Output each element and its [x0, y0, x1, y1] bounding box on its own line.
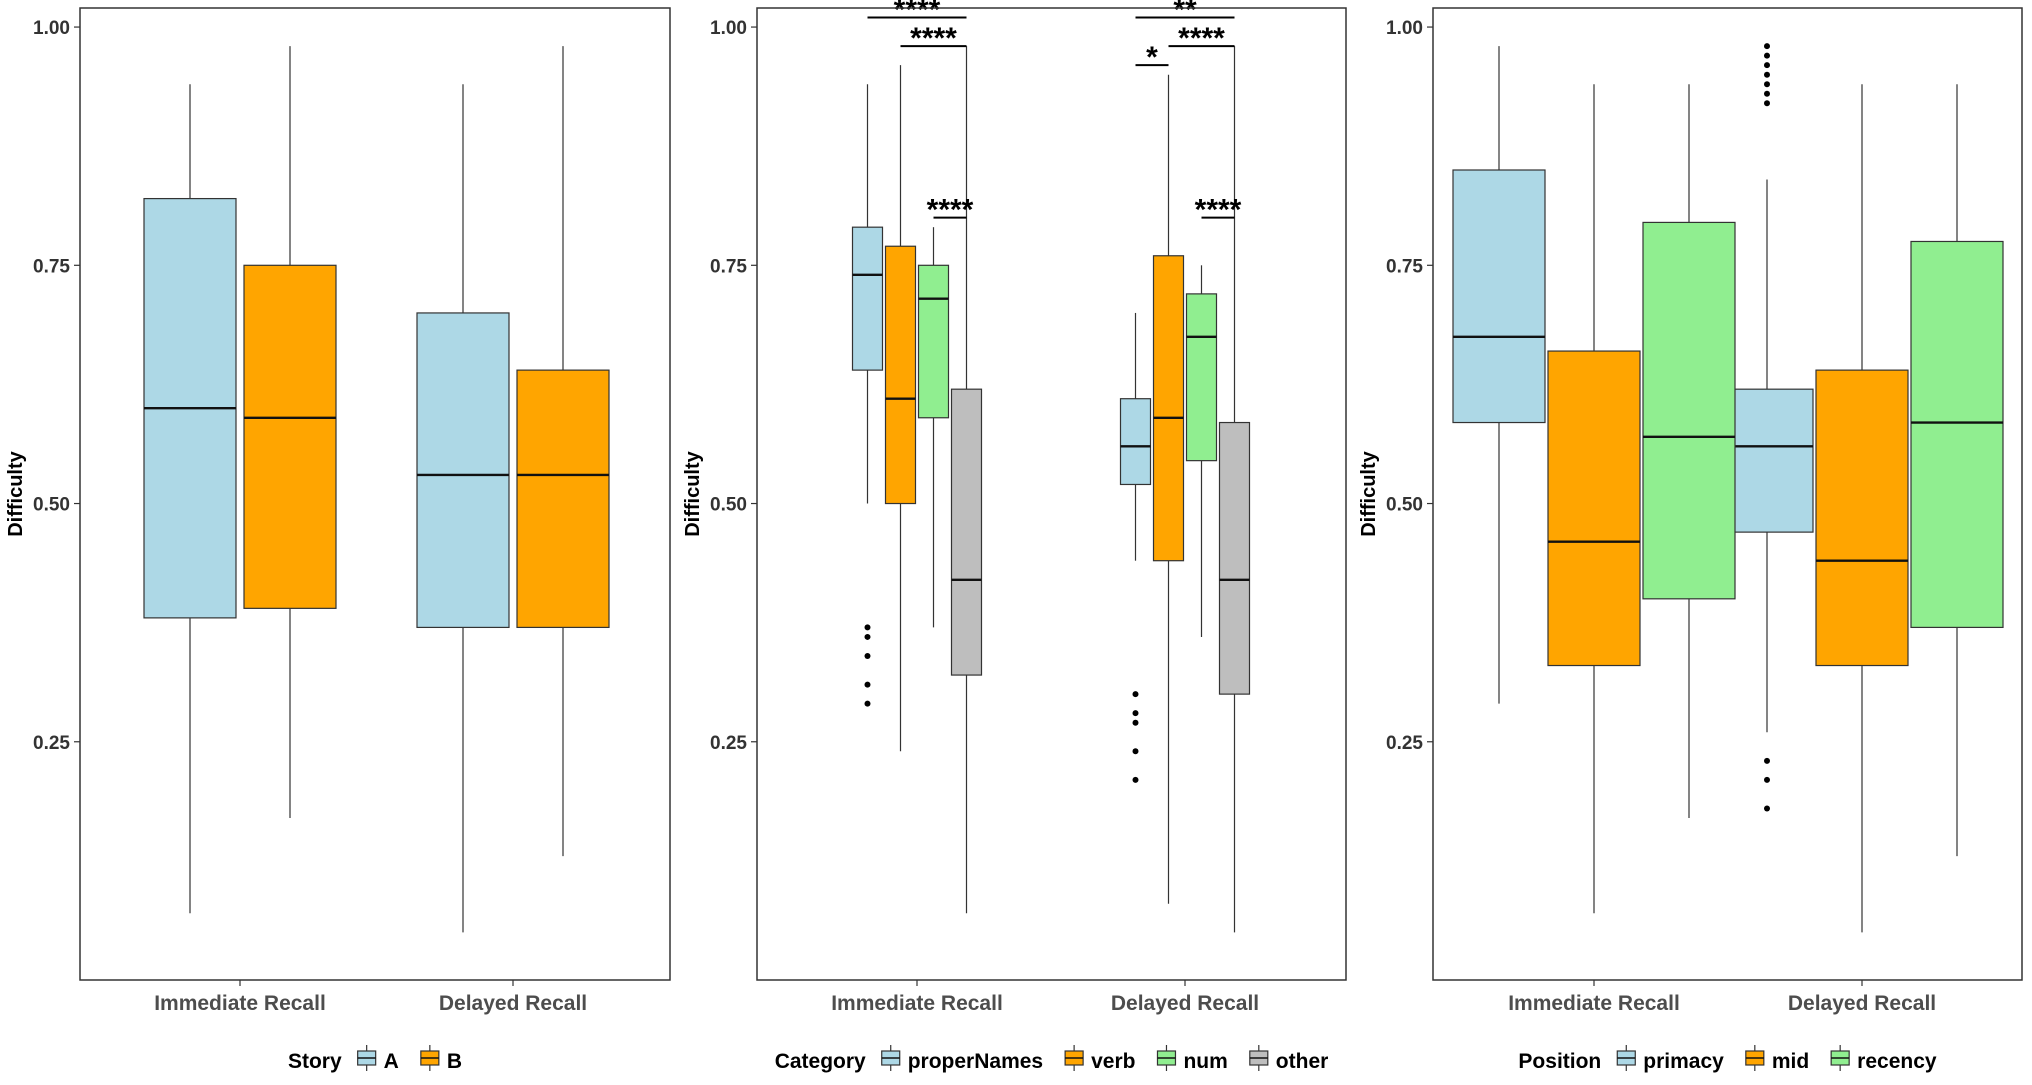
legend-title: Category	[775, 1050, 866, 1073]
legend: Story A B	[288, 1045, 462, 1073]
legend-label: B	[447, 1050, 462, 1073]
box-num	[917, 264, 950, 419]
significance-label: **	[1173, 0, 1197, 27]
outlier-point	[1132, 748, 1139, 755]
x-tick-label: Immediate Recall	[1508, 992, 1680, 1015]
panel-border	[79, 7, 671, 981]
significance-label: ****	[894, 0, 941, 27]
legend-label: properNames	[908, 1050, 1043, 1073]
legend-label: mid	[1772, 1050, 1809, 1073]
legend-key-properNames	[881, 1045, 901, 1071]
outlier-point	[1764, 757, 1770, 764]
y-tick-label: 0.25	[1386, 733, 1423, 754]
legend-key-num	[1156, 1045, 1177, 1071]
significance-label: ****	[910, 22, 957, 55]
y-tick-label: 0.50	[33, 495, 70, 516]
outlier-point	[1764, 805, 1770, 812]
outlier-point	[1764, 43, 1770, 50]
y-tick-label: 0.75	[710, 256, 747, 277]
outlier-point	[1764, 81, 1770, 88]
outlier-point	[864, 681, 871, 688]
y-tick-label: 1.00	[710, 18, 747, 39]
legend-label: num	[1183, 1050, 1227, 1073]
chart-panel-1: 0.25 0.50 0.75 1.00 Difficulty Immediate Reca…	[5, 7, 671, 1073]
outlier-point	[1764, 62, 1770, 69]
outlier-point	[1132, 691, 1139, 698]
box-mid	[1815, 369, 1909, 667]
legend-key-B	[420, 1045, 440, 1071]
x-tick-label: Delayed Recall	[439, 992, 587, 1015]
y-tick-label: 0.25	[33, 733, 70, 754]
legend-title: Story	[288, 1050, 342, 1073]
y-tick-label: 0.50	[710, 495, 747, 516]
legend-key-recency	[1830, 1045, 1850, 1071]
legend: Category properNames verb num other	[775, 1045, 1329, 1073]
box-properNames	[851, 226, 884, 371]
outlier-point	[1764, 90, 1770, 97]
box-mid	[1547, 350, 1641, 667]
outlier-point	[1132, 776, 1139, 783]
chart-panel-2: 0.25 0.50 0.75 1.00 Difficulty Immediate Reca…	[682, 0, 1347, 1073]
box-primacy	[1452, 169, 1546, 424]
y-axis-label: Difficulty	[1358, 450, 1380, 536]
legend-key-A	[357, 1045, 377, 1071]
box-recency	[1910, 240, 2004, 629]
y-tick-label: 0.50	[1386, 495, 1423, 516]
legend-label: other	[1276, 1050, 1329, 1073]
legend-label: recency	[1857, 1050, 1937, 1073]
y-tick-label: 0.25	[710, 733, 747, 754]
box-properNames	[1119, 398, 1152, 486]
outlier-point	[1764, 100, 1770, 107]
y-axis-label: Difficulty	[682, 450, 704, 536]
legend-label: A	[384, 1050, 399, 1073]
legend-key-verb	[1064, 1045, 1084, 1071]
outlier-point	[864, 633, 871, 640]
outlier-point	[864, 624, 871, 631]
outlier-point	[1764, 776, 1770, 783]
chart-panel-3: 0.25 0.50 0.75 1.00 Difficulty Immediate Reca…	[1358, 7, 2023, 1073]
legend: Position primacy mid recency	[1518, 1045, 1937, 1073]
y-tick-label: 0.75	[33, 256, 70, 277]
box-verb	[884, 245, 917, 505]
y-tick-label: 1.00	[33, 18, 70, 39]
outlier-point	[864, 653, 871, 659]
box-recency	[1642, 221, 1736, 600]
box-other	[1218, 421, 1251, 695]
box-B	[516, 369, 610, 629]
legend-key-other	[1249, 1045, 1269, 1071]
significance-label: ****	[1178, 22, 1225, 55]
box-num	[1185, 293, 1218, 462]
x-tick-label: Delayed Recall	[1788, 992, 1936, 1015]
legend-key-primacy	[1616, 1045, 1636, 1071]
x-tick-label: Immediate Recall	[154, 992, 326, 1015]
y-tick-label: 1.00	[1386, 18, 1423, 39]
significance-label: *	[1146, 41, 1158, 74]
y-tick-label: 0.75	[1386, 256, 1423, 277]
legend-label: primacy	[1643, 1050, 1724, 1073]
outlier-point	[1132, 710, 1139, 717]
box-B	[243, 264, 337, 609]
box-verb	[1152, 255, 1185, 562]
legend-label: verb	[1091, 1050, 1135, 1073]
box-other	[950, 388, 983, 676]
box-A	[416, 312, 510, 629]
outlier-point	[1764, 52, 1770, 59]
legend-key-mid	[1745, 1045, 1765, 1071]
x-tick-label: Immediate Recall	[831, 992, 1003, 1015]
y-axis-label: Difficulty	[5, 450, 27, 536]
outlier-point	[1764, 71, 1770, 78]
significance-label: ****	[927, 194, 974, 227]
significance-label: ****	[1195, 194, 1242, 227]
outlier-point	[1132, 719, 1139, 726]
panel-border	[756, 7, 1347, 981]
panel-border	[1432, 7, 2023, 981]
legend-title: Position	[1518, 1050, 1601, 1073]
x-tick-label: Delayed Recall	[1111, 992, 1259, 1015]
outlier-point	[864, 700, 871, 707]
